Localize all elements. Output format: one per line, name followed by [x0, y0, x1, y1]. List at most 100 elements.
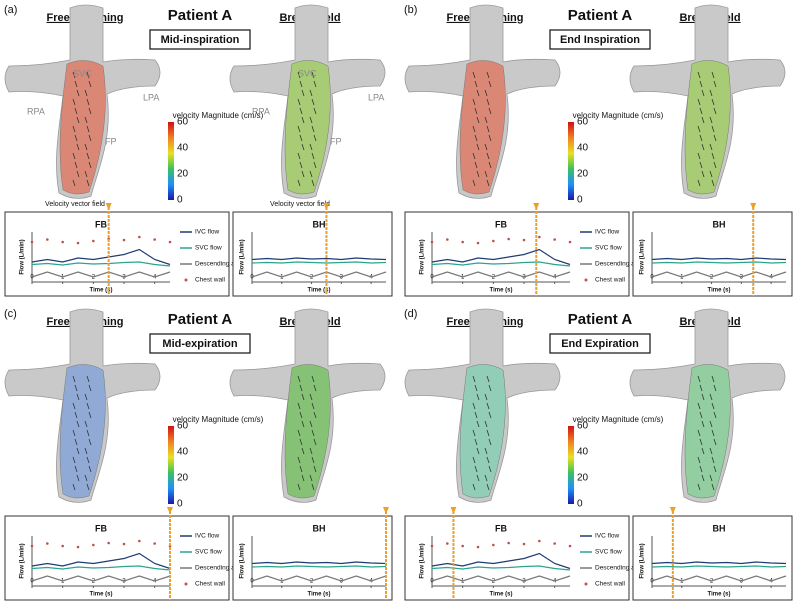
- vector-arrow: [697, 71, 701, 79]
- legend-label: Chest wall: [595, 581, 626, 588]
- vector-arrow: [709, 420, 713, 428]
- chest-wall-point: [107, 541, 110, 545]
- colorbar-tick: 40: [177, 143, 189, 154]
- vector-arrow: [74, 107, 78, 115]
- vector-arrow: [297, 71, 301, 79]
- vector-arrow: [709, 447, 713, 455]
- vector-arrow: [484, 420, 488, 428]
- vector-arrow: [713, 438, 717, 446]
- vector-arrow: [699, 438, 703, 446]
- vector-arrow: [297, 483, 301, 491]
- vector-arrow: [309, 420, 313, 428]
- vector-arrow: [297, 125, 301, 133]
- vector-arrow: [711, 98, 715, 106]
- chest-wall-point: [76, 545, 80, 549]
- colorbar-tick: 60: [177, 421, 189, 432]
- vector-arrow: [472, 179, 476, 187]
- colorbar-tick: 40: [577, 447, 589, 458]
- x-axis-label: Time (s): [708, 592, 731, 598]
- legend-label: SVC flow: [595, 245, 622, 252]
- vessel-label: SVC: [298, 68, 317, 78]
- x-tick-label: 2: [710, 579, 714, 585]
- vector-arrow: [713, 384, 717, 392]
- cursor-arrow: [105, 203, 112, 210]
- x-axis-label: Time (s): [90, 592, 113, 598]
- colorbar: [568, 426, 574, 504]
- plot-title: BH: [713, 219, 726, 229]
- vector-arrow: [474, 411, 478, 419]
- vector-arrow: [697, 429, 701, 437]
- plot-title: BH: [313, 523, 326, 533]
- x-tick-label: 1: [680, 579, 684, 585]
- colorbar-tick: 60: [577, 117, 589, 128]
- legend-label: IVC flow: [595, 533, 620, 540]
- vector-arrow: [74, 134, 78, 142]
- vector-arrow: [697, 125, 701, 133]
- chest-wall-point: [446, 238, 449, 241]
- chest-wall-point: [138, 235, 141, 239]
- vector-arrow: [709, 116, 713, 124]
- x-tick-label: 3: [122, 579, 126, 585]
- chest-wall-point: [430, 544, 434, 548]
- colorbar-label: velocity Magnitude (cm/s): [173, 415, 264, 424]
- vector-arrow: [486, 456, 490, 464]
- legend-label: Descending aorta: [595, 565, 646, 572]
- vector-arrow: [486, 429, 490, 437]
- colorbar-tick: 0: [177, 499, 183, 510]
- velocity-overlay: [459, 364, 506, 499]
- x-tick-label: 4: [153, 579, 157, 585]
- y-axis-label: Flow (L/min): [420, 239, 426, 274]
- vector-arrow: [313, 161, 317, 169]
- flow-trace: [251, 565, 387, 568]
- vector-arrow: [472, 71, 476, 79]
- patient-title: Patient A: [168, 311, 233, 328]
- vessel-label: RPA: [252, 106, 270, 116]
- vector-arrow: [72, 483, 76, 491]
- plot-title: FB: [495, 219, 507, 229]
- vector-arrow: [299, 438, 303, 446]
- vector-arrow: [711, 179, 715, 187]
- colorbar-tick: 20: [577, 473, 589, 484]
- vector-arrow: [701, 393, 705, 401]
- vector-arrow: [711, 456, 715, 464]
- vector-arrow: [474, 438, 478, 446]
- chest-wall-point: [92, 543, 95, 547]
- chest-wall-point: [538, 235, 541, 239]
- vector-arrow: [484, 89, 488, 97]
- chest-wall-point: [30, 240, 34, 244]
- vector-arrow: [86, 125, 90, 133]
- vector-arrow: [697, 179, 701, 187]
- vessel-label: FP: [105, 136, 117, 146]
- chest-wall-point: [568, 240, 572, 244]
- vector-arrow: [709, 143, 713, 151]
- vector-arrow: [474, 465, 478, 473]
- colorbar-label: velocity Magnitude (cm/s): [173, 111, 264, 120]
- vector-arrow: [486, 483, 490, 491]
- x-tick-label: 2: [710, 275, 714, 281]
- velocity-overlay: [59, 60, 106, 195]
- vector-arrow: [88, 161, 92, 169]
- phase-box: [549, 333, 651, 354]
- vector-arrow: [309, 393, 313, 401]
- vector-arrow: [301, 143, 305, 151]
- x-tick-label: 3: [122, 275, 126, 281]
- vector-arrow: [86, 179, 90, 187]
- plot-title: FB: [495, 523, 507, 533]
- patient-title: Patient A: [168, 7, 233, 24]
- flow-trace: [431, 261, 571, 267]
- vessel-label: SVC: [73, 68, 92, 78]
- vector-arrow: [297, 152, 301, 160]
- x-tick-label: 0: [430, 579, 434, 585]
- flow-trace: [431, 271, 571, 278]
- vector-arrow: [486, 98, 490, 106]
- vector-arrow: [72, 429, 76, 437]
- vector-arrow: [297, 179, 301, 187]
- vector-arrow: [72, 152, 76, 160]
- vector-arrow: [484, 474, 488, 482]
- flow-trace: [251, 261, 387, 264]
- chest-wall-point: [122, 238, 126, 242]
- chest-wall-point: [76, 241, 80, 245]
- vector-arrow: [297, 402, 301, 410]
- vector-arrow: [474, 107, 478, 115]
- panel: (a)Free-breathingPatient AMid-inspiratio…: [4, 4, 393, 297]
